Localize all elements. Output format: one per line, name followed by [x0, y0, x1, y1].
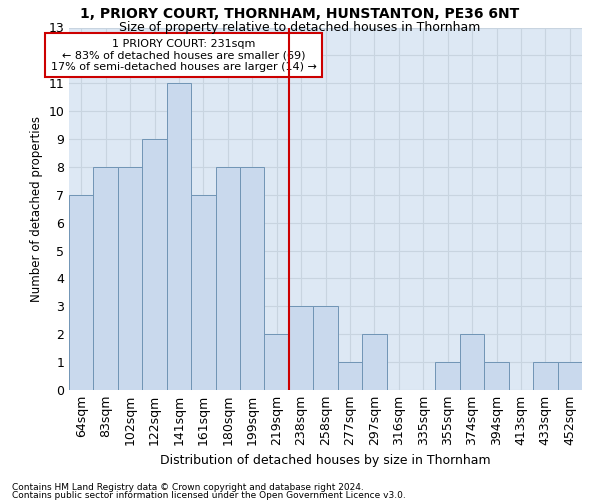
Bar [557, 362, 582, 390]
Bar [338, 362, 362, 390]
Y-axis label: Number of detached properties: Number of detached properties [30, 116, 43, 302]
Bar [265, 334, 289, 390]
Bar [118, 167, 142, 390]
Bar [69, 195, 94, 390]
Bar [142, 139, 167, 390]
Bar [215, 167, 240, 390]
Bar [533, 362, 557, 390]
Bar [313, 306, 338, 390]
Bar [240, 167, 265, 390]
Text: Contains public sector information licensed under the Open Government Licence v3: Contains public sector information licen… [12, 490, 406, 500]
Bar [167, 84, 191, 390]
Bar [289, 306, 313, 390]
Text: 1, PRIORY COURT, THORNHAM, HUNSTANTON, PE36 6NT: 1, PRIORY COURT, THORNHAM, HUNSTANTON, P… [80, 8, 520, 22]
Bar [94, 167, 118, 390]
Bar [436, 362, 460, 390]
Bar [191, 195, 215, 390]
Text: Contains HM Land Registry data © Crown copyright and database right 2024.: Contains HM Land Registry data © Crown c… [12, 484, 364, 492]
Text: Size of property relative to detached houses in Thornham: Size of property relative to detached ho… [119, 21, 481, 34]
Text: 1 PRIORY COURT: 231sqm
← 83% of detached houses are smaller (69)
17% of semi-det: 1 PRIORY COURT: 231sqm ← 83% of detached… [51, 38, 317, 72]
Bar [362, 334, 386, 390]
X-axis label: Distribution of detached houses by size in Thornham: Distribution of detached houses by size … [160, 454, 491, 466]
Bar [460, 334, 484, 390]
Bar [484, 362, 509, 390]
